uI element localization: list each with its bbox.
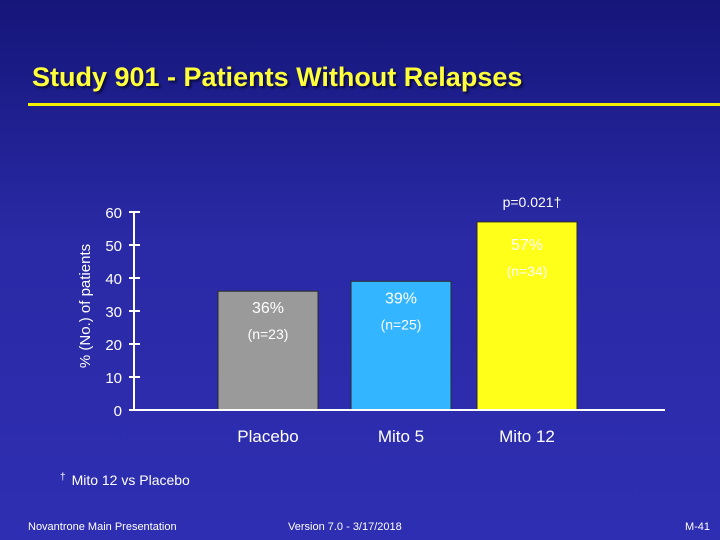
x-category-label: Mito 5 (378, 427, 424, 446)
footer-presentation-name: Novantrone Main Presentation (28, 521, 177, 533)
bar-mito-5 (350, 280, 452, 411)
footer-version: Version 7.0 - 3/17/2018 (288, 521, 402, 533)
y-tick-label: 10 (105, 370, 122, 387)
p-value-annotation: p=0.021† (503, 194, 562, 210)
y-tick-label: 50 (105, 238, 122, 255)
footnote-symbol: † (60, 472, 66, 483)
footnote: † Mito 12 vs Placebo (60, 472, 190, 488)
value-label: 57% (511, 237, 543, 254)
slide-title: Study 901 - Patients Without Relapses (32, 62, 523, 92)
y-axis-title: % (No.) of patients (77, 244, 94, 368)
category-labels: Placebo Mito 5 Mito 12 (237, 427, 555, 446)
y-tick-label: 40 (105, 271, 122, 288)
footer-page-number: M-41 (684, 521, 710, 533)
y-tick-label: 20 (105, 337, 122, 354)
bars-layer (217, 221, 578, 411)
bar-mito-12 (476, 221, 578, 411)
value-label: 39% (385, 290, 417, 307)
value-label: 36% (252, 300, 284, 317)
n-label: (n=34) (507, 263, 548, 279)
y-tick-label: 30 (105, 304, 122, 321)
footnote-text: Mito 12 vs Placebo (71, 472, 190, 488)
x-category-label: Placebo (237, 427, 298, 446)
n-label: (n=25) (381, 316, 422, 332)
bar-placebo (217, 290, 319, 411)
y-ticks: 0 10 20 30 40 50 60 (105, 205, 140, 420)
y-tick-label: 0 (114, 403, 122, 420)
n-label: (n=23) (248, 326, 289, 342)
y-tick-label: 60 (105, 205, 122, 222)
data-labels: 36% (n=23) 39% (n=25) 57% (n=34) (248, 237, 548, 342)
title-underline (28, 103, 720, 106)
x-category-label: Mito 12 (499, 427, 555, 446)
